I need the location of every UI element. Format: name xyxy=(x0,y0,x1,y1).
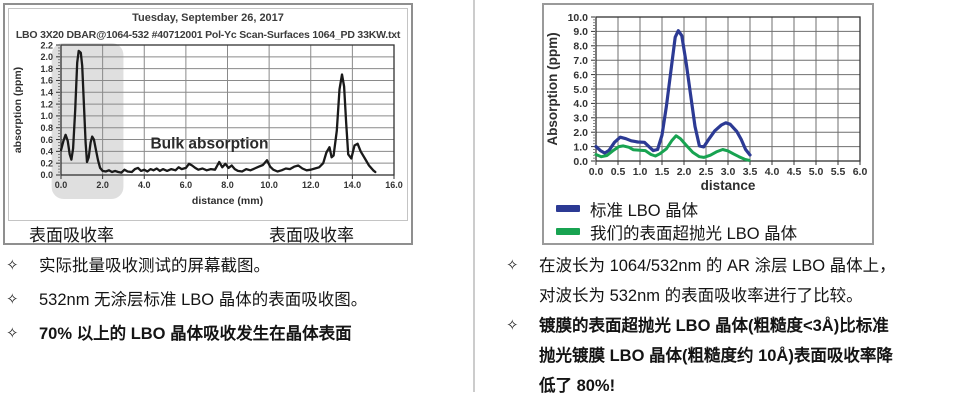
svg-text:1.0: 1.0 xyxy=(40,111,53,121)
svg-text:distance: distance xyxy=(701,178,756,193)
svg-text:3.0: 3.0 xyxy=(721,166,736,178)
right-comparison-panel: 0.0 0.5 1.0 1.5 2.0 2.5 3.0 3.5 4.0 4.5 5.0 5.5 6.0 0… xyxy=(542,3,874,245)
standard-series-swatch-icon xyxy=(556,205,580,212)
legend-entry-standard: 标准 LBO 晶体 xyxy=(556,197,797,220)
svg-text:0.0: 0.0 xyxy=(40,170,53,180)
svg-text:4.0: 4.0 xyxy=(138,180,151,190)
svg-text:10.0: 10.0 xyxy=(260,180,278,190)
svg-text:1.0: 1.0 xyxy=(633,166,648,178)
svg-text:0.2: 0.2 xyxy=(40,158,53,168)
screenshot-date-title: Tuesday, September 26, 2017 xyxy=(132,12,284,24)
svg-text:1.6: 1.6 xyxy=(40,76,53,86)
svg-text:Absorption (ppm): Absorption (ppm) xyxy=(545,32,560,145)
bullet-text: 实际批量吸收测试的屏幕截图。 xyxy=(39,257,270,275)
diamond-bullet-icon: ✧ xyxy=(506,317,519,334)
bullet-text: 在波长为 1064/532nm 的 AR 涂层 LBO 晶体上， 对波长为 53… xyxy=(539,257,896,305)
svg-text:9.0: 9.0 xyxy=(573,26,588,38)
diamond-bullet-icon: ✧ xyxy=(506,257,519,274)
svg-text:absorption (ppm): absorption (ppm) xyxy=(12,67,24,153)
svg-text:4.0: 4.0 xyxy=(573,98,588,110)
svg-text:2.0: 2.0 xyxy=(40,52,53,62)
svg-text:3.0: 3.0 xyxy=(573,113,588,125)
surface-absorption-label-left: 表面吸收率 xyxy=(29,226,114,245)
svg-text:5.0: 5.0 xyxy=(573,84,588,96)
svg-text:0.0: 0.0 xyxy=(573,156,588,168)
diamond-bullet-icon: ✧ xyxy=(6,291,19,308)
svg-text:2.0: 2.0 xyxy=(677,166,692,178)
svg-text:distance (mm): distance (mm) xyxy=(192,195,263,207)
svg-text:2.5: 2.5 xyxy=(699,166,714,178)
svg-text:1.8: 1.8 xyxy=(40,64,53,74)
svg-text:0.0: 0.0 xyxy=(55,180,68,190)
svg-text:10.0: 10.0 xyxy=(568,12,589,24)
screenshot-file-subtitle: LBO 3X20 DBAR@1064-532 #40712001 Pol-Yc … xyxy=(15,29,401,41)
list-item: ✧ 实际批量吸收测试的屏幕截图。 xyxy=(6,249,470,283)
chart-legend: 标准 LBO 晶体 我们的表面超抛光 LBO 晶体 xyxy=(556,197,797,243)
bullet-text: 70% 以上的 LBO 晶体吸收发生在晶体表面 xyxy=(39,325,352,343)
superpolished-series-swatch-icon xyxy=(556,228,580,235)
svg-text:5.5: 5.5 xyxy=(831,166,846,178)
svg-text:5.0: 5.0 xyxy=(809,166,824,178)
svg-text:1.0: 1.0 xyxy=(573,141,588,153)
svg-text:2.2: 2.2 xyxy=(40,41,53,50)
svg-text:8.0: 8.0 xyxy=(221,180,234,190)
list-item: ✧ 532nm 无涂层标准 LBO 晶体的表面吸收图。 xyxy=(6,283,470,317)
left-bullet-list: ✧ 实际批量吸收测试的屏幕截图。 ✧ 532nm 无涂层标准 LBO 晶体的表面… xyxy=(6,249,470,351)
svg-text:2.0: 2.0 xyxy=(96,180,109,190)
svg-text:6.0: 6.0 xyxy=(853,166,868,178)
left-absorption-chart: 0.0 2.0 4.0 6.0 8.0 10.0 12.0 14.0 16.0 0.0 0.20.4… xyxy=(12,40,403,207)
absorption-test-screenshot: Tuesday, September 26, 2017 LBO 3X20 DBA… xyxy=(8,8,408,221)
diamond-bullet-icon: ✧ xyxy=(6,325,19,342)
svg-text:16.0: 16.0 xyxy=(385,180,403,190)
svg-text:8.0: 8.0 xyxy=(573,41,588,53)
svg-text:6.0: 6.0 xyxy=(180,180,193,190)
bullet-text: 532nm 无涂层标准 LBO 晶体的表面吸收图。 xyxy=(39,291,368,309)
svg-text:1.5: 1.5 xyxy=(655,166,670,178)
list-item: ✧ 70% 以上的 LBO 晶体吸收发生在晶体表面 xyxy=(6,317,470,351)
svg-text:0.8: 0.8 xyxy=(40,123,53,133)
svg-text:Bulk absorption: Bulk absorption xyxy=(150,135,268,152)
svg-text:0.0: 0.0 xyxy=(589,166,604,178)
svg-text:7.0: 7.0 xyxy=(573,55,588,67)
svg-text:4.0: 4.0 xyxy=(765,166,780,178)
diamond-bullet-icon: ✧ xyxy=(6,257,19,274)
svg-text:3.5: 3.5 xyxy=(743,166,758,178)
svg-text:6.0: 6.0 xyxy=(573,69,588,81)
svg-text:0.6: 0.6 xyxy=(40,135,53,145)
legend-label: 标准 LBO 晶体 xyxy=(590,201,699,220)
svg-text:4.5: 4.5 xyxy=(787,166,802,178)
list-item: ✧ 镀膜的表面超抛光 LBO 晶体(粗糙度<3Å)比标准 抛光镀膜 LBO 晶体… xyxy=(506,311,954,401)
legend-entry-superpolished: 我们的表面超抛光 LBO 晶体 xyxy=(556,220,797,243)
legend-label: 我们的表面超抛光 LBO 晶体 xyxy=(590,224,798,243)
surface-absorption-label-right: 表面吸收率 xyxy=(269,226,354,245)
svg-text:1.4: 1.4 xyxy=(40,88,53,98)
svg-text:14.0: 14.0 xyxy=(344,180,362,190)
right-bullet-list: ✧ 在波长为 1064/532nm 的 AR 涂层 LBO 晶体上， 对波长为 … xyxy=(506,251,954,401)
bullet-text: 镀膜的表面超抛光 LBO 晶体(粗糙度<3Å)比标准 抛光镀膜 LBO 晶体(粗… xyxy=(539,317,893,395)
svg-text:1.2: 1.2 xyxy=(40,99,53,109)
svg-text:0.5: 0.5 xyxy=(611,166,626,178)
right-comparison-chart: 0.0 0.5 1.0 1.5 2.0 2.5 3.0 3.5 4.0 4.5 5.0 5.5 6.0 0… xyxy=(545,12,868,193)
svg-text:12.0: 12.0 xyxy=(302,180,320,190)
left-measurement-panel: Tuesday, September 26, 2017 LBO 3X20 DBA… xyxy=(3,3,413,245)
svg-text:2.0: 2.0 xyxy=(573,127,588,139)
list-item: ✧ 在波长为 1064/532nm 的 AR 涂层 LBO 晶体上， 对波长为 … xyxy=(506,251,954,311)
vertical-divider xyxy=(473,0,475,392)
svg-text:0.4: 0.4 xyxy=(40,147,53,157)
